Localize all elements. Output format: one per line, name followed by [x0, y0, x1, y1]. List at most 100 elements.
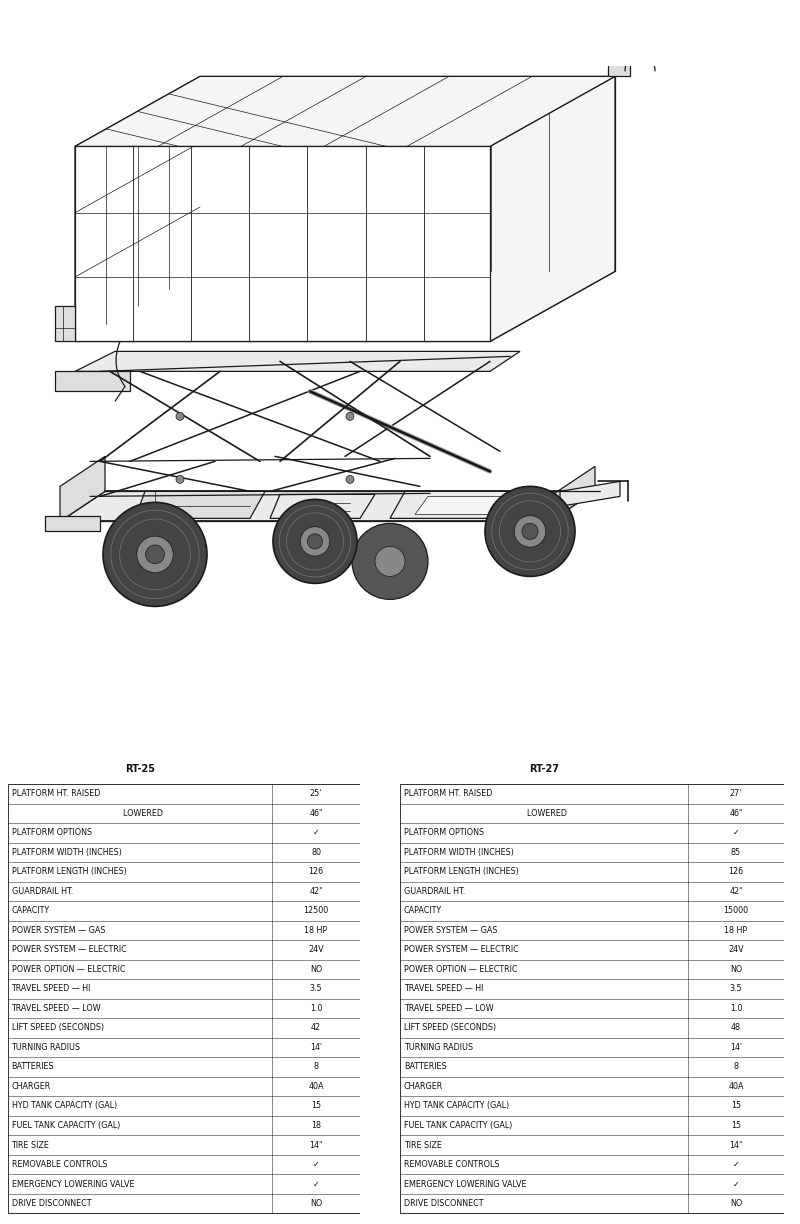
Text: POWER SYSTEM — ELECTRIC: POWER SYSTEM — ELECTRIC [404, 945, 518, 955]
Text: 18 HP: 18 HP [725, 925, 747, 935]
Text: POWER OPTION — ELECTRIC: POWER OPTION — ELECTRIC [404, 965, 518, 974]
Text: 3.5: 3.5 [310, 984, 322, 994]
Text: 18: 18 [311, 1121, 321, 1130]
Circle shape [146, 545, 164, 564]
Text: 40A: 40A [308, 1082, 324, 1091]
Text: CAPACITY: CAPACITY [404, 907, 442, 916]
Text: LOWERED: LOWERED [118, 809, 162, 818]
Text: REMOVABLE CONTROLS: REMOVABLE CONTROLS [11, 1160, 107, 1169]
Circle shape [300, 526, 330, 556]
Text: DRIVE DISCONNECT: DRIVE DISCONNECT [11, 1200, 91, 1208]
Text: LIFT SPEED (SECONDS): LIFT SPEED (SECONDS) [11, 1023, 104, 1033]
Text: 42": 42" [729, 887, 743, 896]
Text: 14": 14" [309, 1141, 323, 1149]
Circle shape [346, 475, 354, 483]
Text: 46": 46" [729, 809, 743, 818]
Text: 24V: 24V [728, 945, 744, 955]
Polygon shape [608, 59, 630, 76]
Polygon shape [75, 147, 490, 341]
Circle shape [307, 534, 322, 548]
Text: 27': 27' [730, 789, 742, 798]
Text: POWER SYSTEM — GAS: POWER SYSTEM — GAS [404, 925, 498, 935]
Text: 12500: 12500 [303, 907, 329, 916]
Circle shape [103, 502, 207, 606]
Text: 3.5: 3.5 [730, 984, 742, 994]
Polygon shape [60, 491, 595, 521]
Text: CHARGER: CHARGER [11, 1082, 50, 1091]
Text: NO: NO [310, 1200, 322, 1208]
Polygon shape [60, 457, 105, 521]
Text: RT-25: RT-25 [125, 764, 155, 774]
Text: 15: 15 [731, 1102, 741, 1110]
Text: PLATFORM HT. RAISED: PLATFORM HT. RAISED [404, 789, 492, 798]
Text: TRAVEL SPEED — LOW: TRAVEL SPEED — LOW [11, 1004, 101, 1013]
Text: 42": 42" [309, 887, 323, 896]
Circle shape [375, 546, 405, 577]
Circle shape [176, 475, 184, 483]
Text: REMOVABLE CONTROLS: REMOVABLE CONTROLS [404, 1160, 499, 1169]
Polygon shape [55, 371, 130, 392]
Text: NO: NO [310, 965, 322, 974]
Text: 42: 42 [311, 1023, 321, 1033]
Text: 18 HP: 18 HP [305, 925, 327, 935]
Text: 126: 126 [309, 868, 323, 876]
Text: FUEL TANK CAPACITY (GAL): FUEL TANK CAPACITY (GAL) [404, 1121, 512, 1130]
Circle shape [346, 412, 354, 420]
Polygon shape [390, 491, 528, 519]
Text: ✓: ✓ [733, 1160, 739, 1169]
Text: HYD TANK CAPACITY (GAL): HYD TANK CAPACITY (GAL) [11, 1102, 117, 1110]
Text: 15: 15 [311, 1102, 321, 1110]
Text: 25': 25' [310, 789, 322, 798]
Text: GUARDRAIL HT.: GUARDRAIL HT. [404, 887, 465, 896]
Text: 15: 15 [731, 1121, 741, 1130]
Text: POWER SYSTEM — ELECTRIC: POWER SYSTEM — ELECTRIC [11, 945, 126, 955]
Text: 1.0: 1.0 [310, 1004, 322, 1013]
Text: NO: NO [730, 965, 742, 974]
Circle shape [273, 499, 357, 584]
Text: 8: 8 [734, 1062, 738, 1071]
Text: BATTERIES: BATTERIES [404, 1062, 446, 1071]
Polygon shape [75, 272, 615, 341]
Polygon shape [135, 491, 265, 519]
Text: 14": 14" [729, 1141, 743, 1149]
Polygon shape [75, 76, 200, 341]
Polygon shape [75, 351, 520, 371]
Text: ✓: ✓ [313, 1180, 319, 1189]
Circle shape [514, 515, 546, 547]
Text: 40A: 40A [728, 1082, 744, 1091]
Text: 80: 80 [311, 848, 321, 857]
Polygon shape [55, 306, 75, 341]
Text: TURNING RADIUS: TURNING RADIUS [404, 1043, 473, 1051]
Text: NO: NO [730, 1200, 742, 1208]
Polygon shape [550, 466, 595, 521]
Text: LIFT SPEED (SECONDS): LIFT SPEED (SECONDS) [404, 1023, 496, 1033]
Text: EMERGENCY LOWERING VALVE: EMERGENCY LOWERING VALVE [11, 1180, 134, 1189]
Polygon shape [490, 76, 615, 341]
Polygon shape [560, 481, 620, 507]
Circle shape [485, 486, 575, 577]
Text: TURNING RADIUS: TURNING RADIUS [11, 1043, 81, 1051]
Circle shape [352, 524, 428, 600]
Text: GUARDRAIL HT.: GUARDRAIL HT. [11, 887, 73, 896]
Text: 1.0: 1.0 [730, 1004, 742, 1013]
Text: POWER SYSTEM — GAS: POWER SYSTEM — GAS [11, 925, 105, 935]
Text: PLATFORM HT. RAISED: PLATFORM HT. RAISED [11, 789, 100, 798]
Polygon shape [415, 497, 505, 514]
Text: POWER OPTION — ELECTRIC: POWER OPTION — ELECTRIC [11, 965, 125, 974]
Text: TRAVEL SPEED — HI: TRAVEL SPEED — HI [404, 984, 483, 994]
Text: 48: 48 [731, 1023, 741, 1033]
Text: TRAVEL SPEED — LOW: TRAVEL SPEED — LOW [404, 1004, 494, 1013]
Text: 126: 126 [729, 868, 743, 876]
Text: TRAVEL SPEED — HI: TRAVEL SPEED — HI [11, 984, 91, 994]
Text: PLATFORM OPTIONS: PLATFORM OPTIONS [404, 829, 484, 837]
Text: 14': 14' [310, 1043, 322, 1051]
Text: PLATFORM WIDTH (INCHES): PLATFORM WIDTH (INCHES) [11, 848, 122, 857]
Text: 15000: 15000 [723, 907, 749, 916]
Text: LOWERED: LOWERED [522, 809, 566, 818]
Text: 24V: 24V [308, 945, 324, 955]
Text: ✓: ✓ [733, 829, 739, 837]
Text: CAPACITY: CAPACITY [11, 907, 50, 916]
Text: TIRE SIZE: TIRE SIZE [404, 1141, 442, 1149]
Text: EMERGENCY LOWERING VALVE: EMERGENCY LOWERING VALVE [404, 1180, 526, 1189]
Text: 14': 14' [730, 1043, 742, 1051]
